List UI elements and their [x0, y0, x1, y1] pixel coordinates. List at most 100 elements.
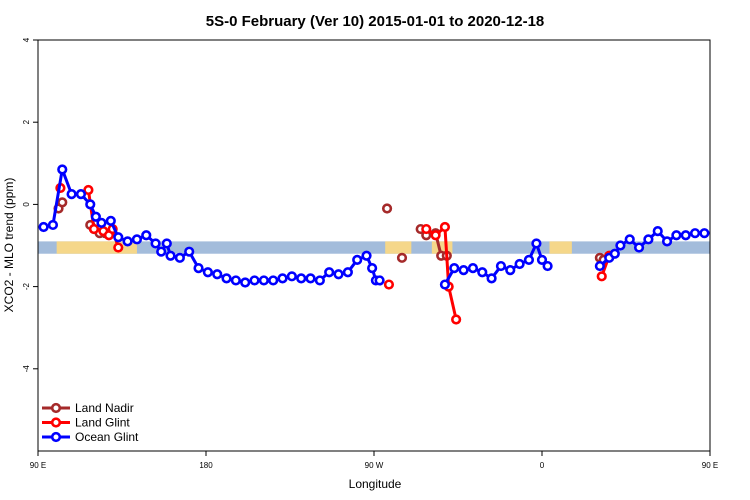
- land-band-segment: [385, 241, 412, 254]
- data-point-ocean-glint: [47, 219, 59, 231]
- data-point-ocean-glint: [505, 265, 516, 276]
- y-axis: 4 2 0 -2 -4: [22, 37, 38, 372]
- data-point-ocean-glint: [85, 199, 96, 210]
- data-point-ocean-glint: [367, 263, 378, 274]
- y-tick-label: 2: [22, 119, 31, 124]
- data-point-land-glint: [430, 230, 441, 241]
- data-point-ocean-glint: [212, 269, 223, 280]
- ocean-band: [38, 241, 710, 254]
- legend-item-land-glint: Land Glint: [42, 416, 130, 430]
- series-land-nadir: [53, 197, 609, 265]
- y-tick-label: 0: [22, 202, 31, 207]
- data-point-ocean-glint: [122, 236, 133, 247]
- data-point-land-glint: [383, 279, 395, 290]
- data-point-ocean-glint: [594, 260, 605, 272]
- x-tick-label: 90 E: [702, 461, 718, 470]
- data-point-ocean-glint: [643, 234, 654, 245]
- x-tick-label: 0: [540, 461, 545, 470]
- data-point-ocean-glint: [495, 260, 507, 272]
- data-point-ocean-glint: [141, 230, 152, 241]
- data-point-land-glint: [83, 184, 94, 196]
- data-point-ocean-glint: [536, 254, 548, 265]
- x-axis-label: Longitude: [349, 477, 402, 491]
- data-point-ocean-glint: [699, 228, 710, 239]
- series-land-glint: [55, 182, 615, 325]
- data-point-ocean-glint: [249, 275, 260, 286]
- data-point-ocean-glint: [467, 263, 479, 274]
- data-point-ocean-glint: [458, 265, 469, 276]
- data-point-ocean-glint: [652, 226, 663, 237]
- y-tick-label: -4: [22, 365, 31, 373]
- data-point-ocean-glint: [374, 275, 385, 286]
- x-axis: 90 E 180 90 W 0 90 E: [30, 451, 718, 470]
- data-point-ocean-glint: [113, 232, 124, 243]
- y-tick-label: 4: [22, 37, 31, 42]
- data-point-ocean-glint: [286, 271, 297, 282]
- data-point-ocean-glint: [333, 269, 344, 280]
- data-point-ocean-glint: [230, 275, 241, 286]
- y-axis-label: XCO2 - MLO trend (ppm): [2, 178, 16, 313]
- data-point-ocean-glint: [689, 228, 701, 239]
- data-point-ocean-glint: [57, 164, 68, 175]
- data-point-ocean-glint: [258, 275, 269, 286]
- data-point-ocean-glint: [161, 238, 172, 249]
- data-point-ocean-glint: [268, 275, 279, 286]
- legend-swatch-marker: [50, 402, 62, 414]
- data-point-ocean-glint: [296, 273, 307, 284]
- data-point-ocean-glint: [624, 234, 635, 245]
- data-point-ocean-glint: [514, 258, 525, 270]
- data-point-ocean-glint: [90, 211, 101, 222]
- x-tick-label: 90 W: [365, 461, 384, 470]
- data-point-ocean-glint: [680, 230, 691, 241]
- data-point-ocean-glint: [324, 267, 335, 278]
- series-layer: [38, 164, 710, 325]
- data-point-ocean-glint: [477, 267, 488, 278]
- data-point-land-glint: [88, 223, 100, 235]
- data-point-ocean-glint: [184, 246, 195, 257]
- data-point-ocean-glint: [449, 263, 460, 274]
- data-point-land-glint: [439, 221, 451, 233]
- data-point-ocean-glint: [202, 267, 213, 278]
- data-point-ocean-glint: [96, 217, 107, 228]
- series-ocean-glint: [38, 164, 710, 290]
- data-point-ocean-glint: [661, 236, 673, 247]
- data-point-ocean-glint: [523, 254, 535, 265]
- data-point-ocean-glint: [305, 273, 316, 284]
- y-tick-label: -2: [22, 282, 31, 290]
- data-point-ocean-glint: [131, 234, 143, 245]
- data-point-ocean-glint: [486, 273, 497, 284]
- data-point-ocean-glint: [66, 189, 77, 200]
- legend-label: Land Nadir: [75, 401, 134, 415]
- data-point-ocean-glint: [352, 254, 363, 265]
- data-point-land-nadir: [57, 197, 68, 208]
- data-point-ocean-glint: [174, 252, 185, 263]
- data-point-ocean-glint: [156, 246, 167, 257]
- data-point-ocean-glint: [105, 215, 116, 226]
- data-point-ocean-glint: [193, 263, 204, 274]
- data-point-ocean-glint: [221, 273, 232, 284]
- data-point-ocean-glint: [531, 238, 542, 249]
- legend-item-land-nadir: Land Nadir: [42, 401, 134, 415]
- legend-swatch-marker: [50, 431, 62, 443]
- data-point-land-glint: [596, 271, 607, 282]
- legend-label: Ocean Glint: [75, 430, 139, 444]
- data-point-ocean-glint: [240, 277, 251, 288]
- data-point-ocean-glint: [165, 250, 176, 261]
- x-tick-label: 180: [199, 461, 213, 470]
- data-point-ocean-glint: [342, 267, 353, 278]
- data-point-ocean-glint: [150, 238, 161, 249]
- data-point-land-glint: [451, 314, 462, 325]
- data-point-ocean-glint: [314, 275, 325, 286]
- x-tick-label: 90 E: [30, 461, 46, 470]
- data-point-ocean-glint: [671, 230, 682, 241]
- data-point-land-nadir: [396, 252, 408, 263]
- data-point-ocean-glint: [633, 242, 645, 253]
- legend-item-ocean-glint: Ocean Glint: [42, 430, 139, 444]
- data-point-land-nadir: [381, 203, 393, 214]
- data-point-ocean-glint: [38, 221, 49, 233]
- data-point-land-glint: [421, 223, 432, 235]
- chart-title: 5S-0 February (Ver 10) 2015-01-01 to 202…: [206, 13, 545, 30]
- data-point-ocean-glint: [615, 240, 626, 251]
